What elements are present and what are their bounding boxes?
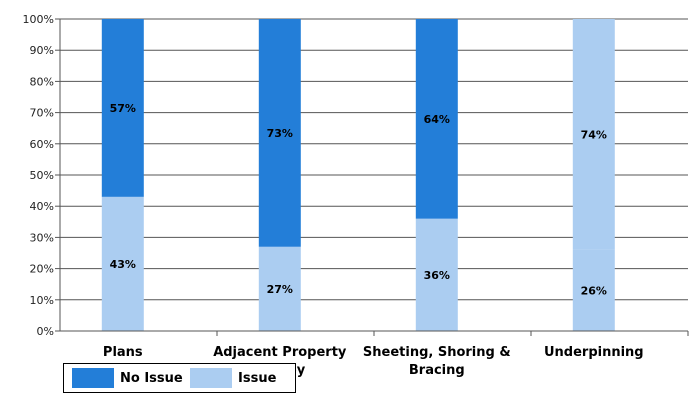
- y-tick-label: 90%: [30, 44, 54, 57]
- legend-item-issue: Issue: [190, 368, 276, 388]
- y-tick-label: 70%: [30, 107, 54, 120]
- data-label: 64%: [424, 113, 450, 126]
- y-tick-label: 50%: [30, 169, 54, 182]
- y-tick-label: 0%: [37, 325, 54, 338]
- bars: 43% 57% 27% 73% 36% 64% 26% 74%: [101, 19, 615, 331]
- bar-segment: [101, 196, 144, 331]
- legend-swatch-no-issue: [72, 368, 114, 388]
- x-tick-label: Sheeting, Shoring &: [363, 345, 511, 360]
- data-label: 36%: [424, 269, 450, 282]
- legend: No Issue Issue: [63, 363, 296, 393]
- legend-item-no-issue: No Issue: [72, 368, 183, 388]
- x-tick-label: Plans: [103, 345, 143, 360]
- y-tick-label: 60%: [30, 138, 54, 151]
- y-tick-label: 10%: [30, 294, 54, 307]
- bar-segment: [101, 19, 144, 197]
- y-tick-label: 100%: [23, 13, 54, 26]
- data-label: 27%: [267, 283, 293, 296]
- legend-swatch-issue: [190, 368, 232, 388]
- bar-segment: [258, 246, 301, 331]
- data-label: 26%: [581, 284, 607, 297]
- data-label: 43%: [110, 258, 136, 271]
- x-tick-label: Underpinning: [544, 345, 644, 360]
- data-label: 73%: [267, 127, 293, 140]
- bar-segment: [415, 19, 458, 219]
- data-label: 57%: [110, 102, 136, 115]
- y-axis: 0% 10% 20% 30% 40% 50% 60% 70% 80% 90% 100%: [23, 13, 61, 338]
- y-tick-label: 80%: [30, 75, 54, 88]
- bar-segment: [415, 218, 458, 331]
- x-tick-label: Bracing: [409, 363, 465, 378]
- bar-segment: [572, 249, 615, 331]
- data-label: 74%: [581, 128, 607, 141]
- y-tick-label: 30%: [30, 231, 54, 244]
- bar-segment: [572, 19, 615, 250]
- y-tick-label: 40%: [30, 200, 54, 213]
- legend-label-issue: Issue: [238, 370, 277, 386]
- x-tick-label: Adjacent Property: [213, 345, 347, 360]
- y-tick-label: 20%: [30, 263, 54, 276]
- legend-label-no-issue: No Issue: [120, 370, 183, 386]
- bar-segment: [258, 19, 301, 247]
